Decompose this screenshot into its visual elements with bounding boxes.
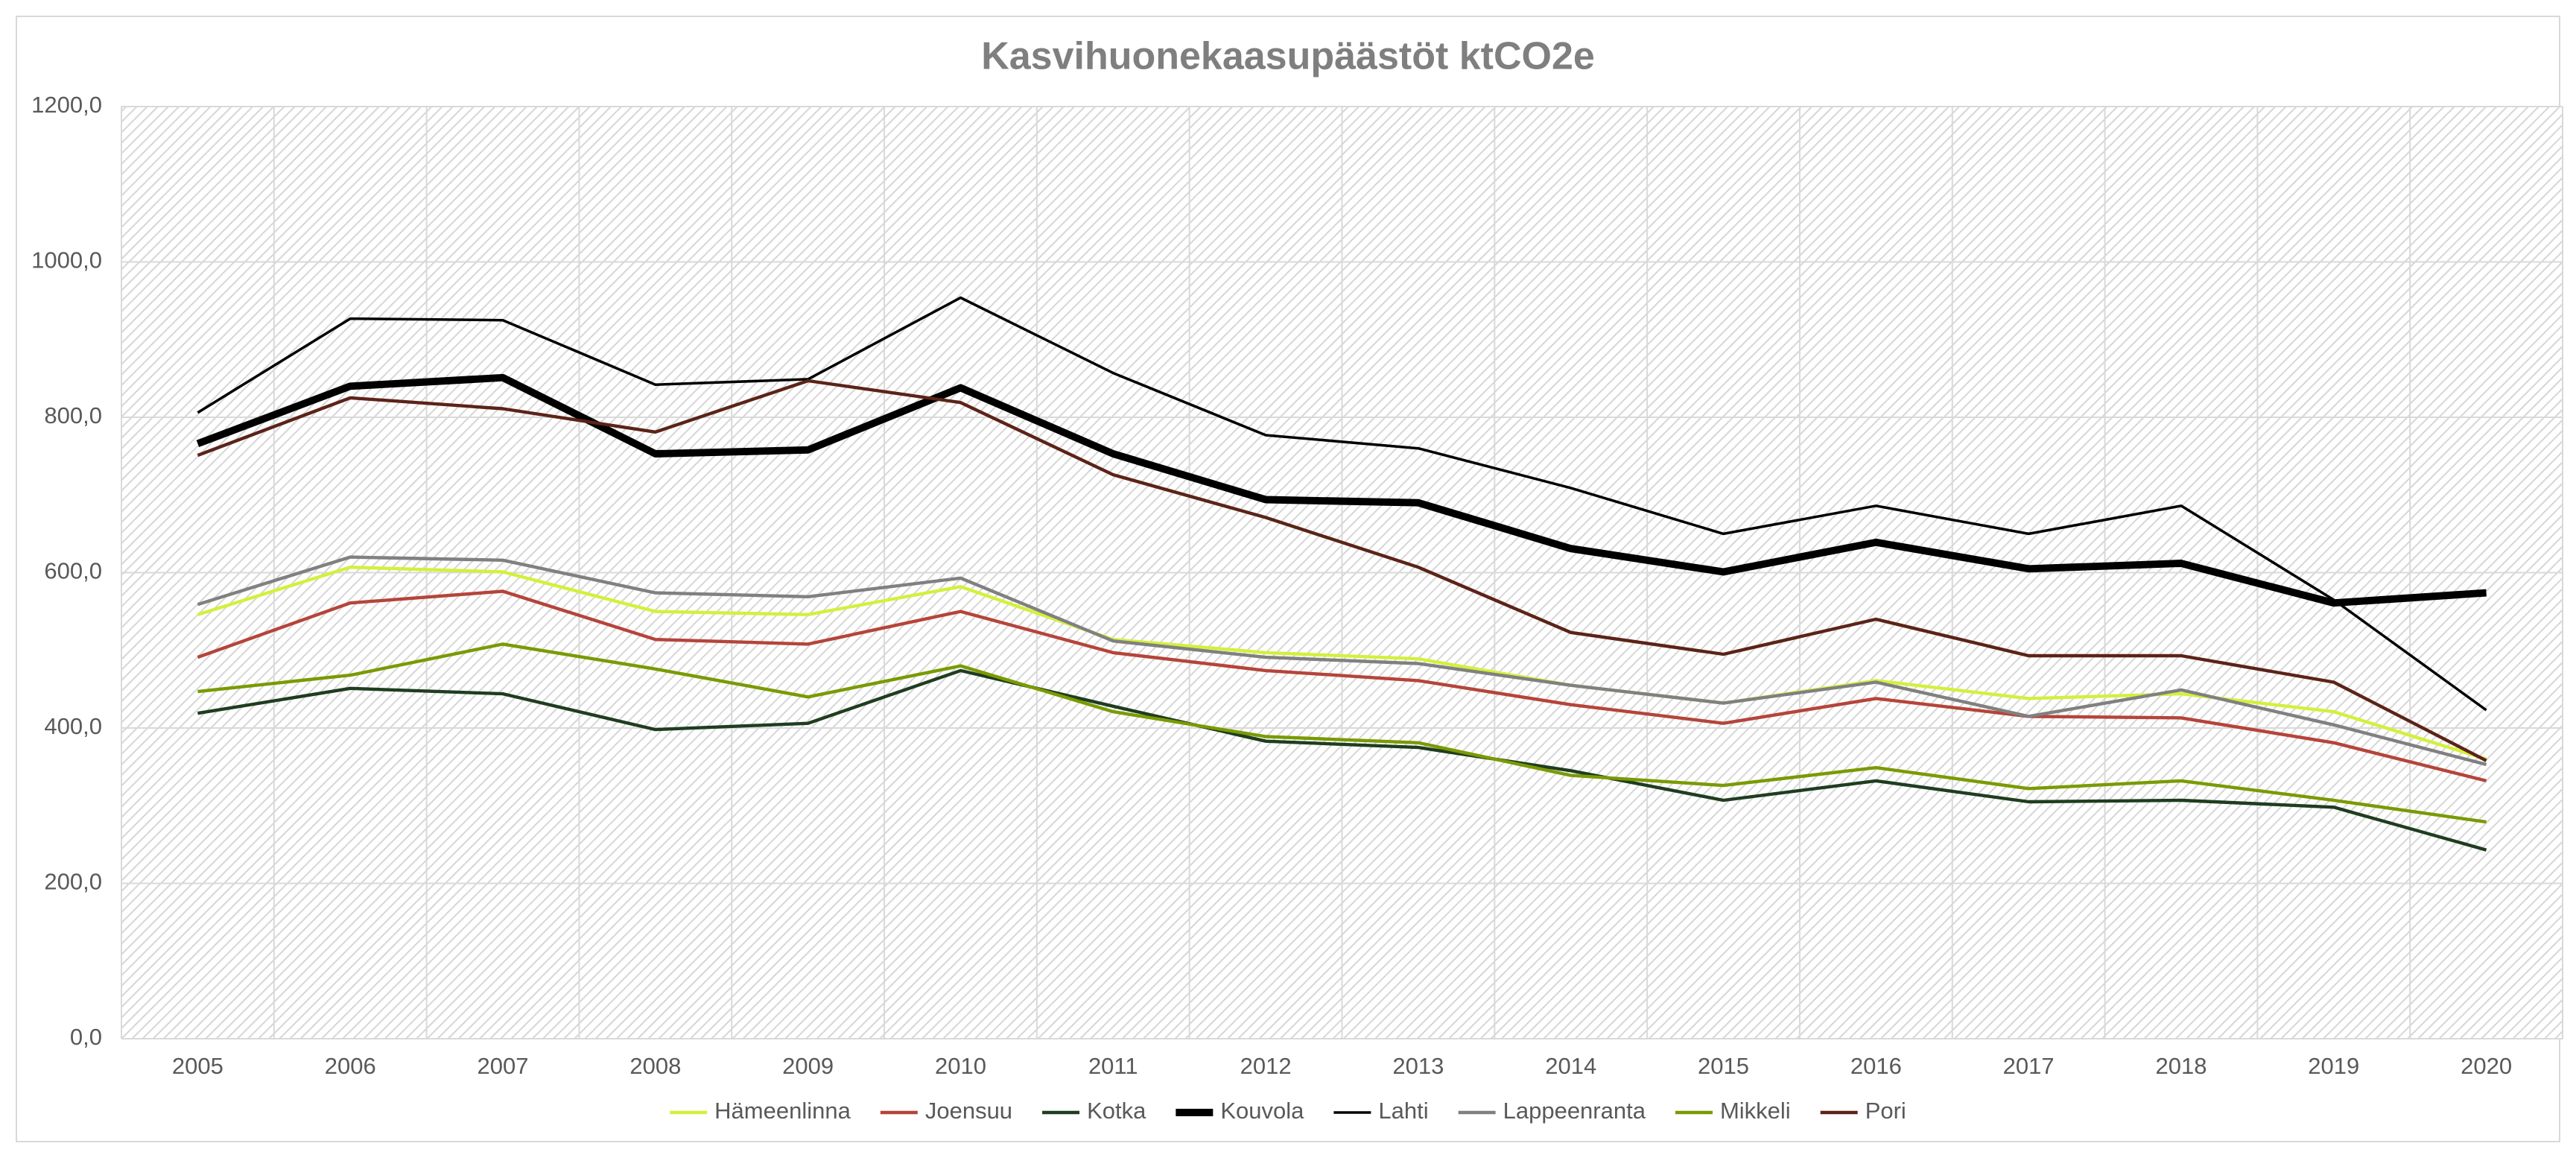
y-tick-label: 800,0: [44, 402, 102, 428]
legend-label: Pori: [1865, 1098, 1906, 1124]
x-tick-label: 2007: [478, 1053, 529, 1079]
y-tick-label: 0,0: [70, 1024, 102, 1050]
series-line: [197, 589, 2487, 783]
x-tick-label: 2018: [2155, 1053, 2207, 1079]
x-tick-label: 2015: [1698, 1053, 1749, 1079]
x-tick-label: 2005: [172, 1053, 223, 1079]
x-tick-label: 2017: [2003, 1053, 2055, 1079]
legend-label: Joensuu: [925, 1098, 1012, 1124]
series-line: [197, 379, 2487, 762]
legend-label: Kouvola: [1220, 1098, 1304, 1124]
series-line: [197, 555, 2487, 767]
y-tick-label: 600,0: [44, 558, 102, 584]
x-tick-label: 2019: [2308, 1053, 2359, 1079]
series-line: [197, 642, 2487, 824]
legend-label: Lahti: [1378, 1098, 1428, 1124]
y-tick-label: 1000,0: [31, 247, 102, 273]
series-line: [197, 296, 2487, 712]
series-line: [197, 668, 2487, 852]
y-tick-label: 1200,0: [31, 92, 102, 118]
chart-title: Kasvihuonekaasupäästöt ktCO2e: [981, 35, 1595, 78]
x-tick-label: 2011: [1088, 1053, 1138, 1079]
x-tick-label: 2008: [629, 1053, 681, 1079]
y-tick-label: 400,0: [44, 713, 102, 739]
x-tick-label: 2014: [1545, 1053, 1596, 1079]
series-line: [197, 566, 2487, 761]
x-tick-label: 2009: [782, 1053, 834, 1079]
x-tick-label: 2006: [325, 1053, 376, 1079]
x-tick-label: 2010: [935, 1053, 986, 1079]
y-tick-label: 200,0: [44, 869, 102, 895]
x-tick-label: 2016: [1850, 1053, 1902, 1079]
series-line: [196, 373, 2487, 607]
legend-label: Hämeenlinna: [714, 1098, 851, 1124]
legend-label: Kotka: [1087, 1098, 1146, 1124]
legend-label: Lappeenranta: [1503, 1098, 1646, 1124]
x-tick-label: 2012: [1240, 1053, 1292, 1079]
legend-label: Mikkeli: [1720, 1098, 1791, 1124]
x-tick-label: 2013: [1392, 1053, 1444, 1079]
x-tick-label: 2020: [2461, 1053, 2512, 1079]
